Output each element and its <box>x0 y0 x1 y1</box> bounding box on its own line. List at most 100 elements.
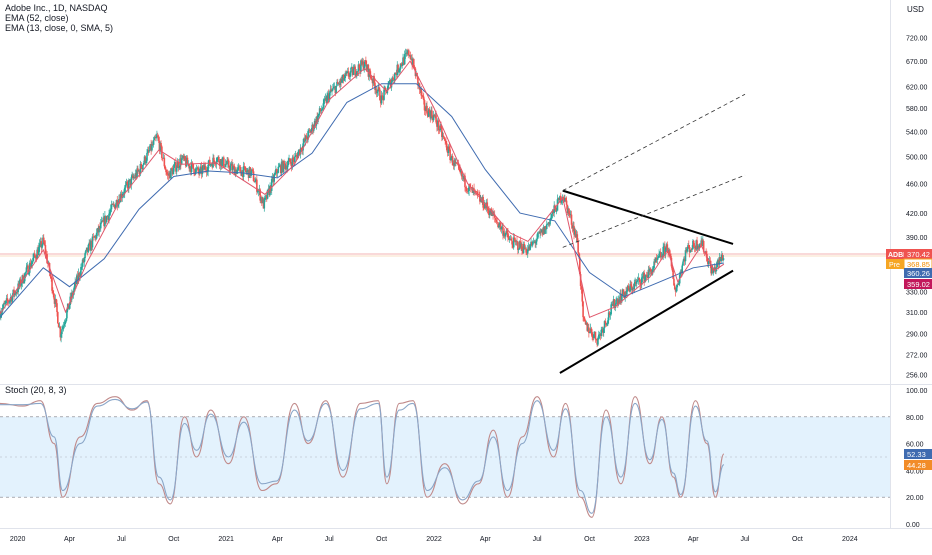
time-tick-label: 2020 <box>10 536 26 543</box>
symbol-title[interactable]: Adobe Inc., 1D, NASDAQ <box>5 3 108 13</box>
triangle-trendline[interactable] <box>562 189 734 245</box>
candle-body <box>320 110 323 112</box>
candle-body <box>578 257 581 275</box>
candle-body <box>170 168 173 170</box>
candle-body <box>214 163 217 165</box>
candle-body <box>413 67 416 69</box>
candle-body <box>43 242 46 246</box>
candle-body <box>626 290 628 295</box>
candle-body <box>391 77 394 82</box>
stoch-k-value: 52.33 <box>907 450 926 459</box>
candle-body <box>282 160 285 172</box>
price-tick-label: 720.00 <box>906 36 928 43</box>
candle-body <box>520 243 522 248</box>
triangle-trendline[interactable] <box>559 269 734 374</box>
candle-body <box>591 332 593 338</box>
candle-body <box>429 112 432 119</box>
candle-body <box>195 168 198 170</box>
ema-fast-value: 359.02 <box>907 280 930 289</box>
stoch-axis[interactable]: 100.00 80.00 60.00 40.00 20.00 0.00 <box>906 388 928 529</box>
candle-body <box>304 135 307 141</box>
candle-body <box>317 115 319 122</box>
candle-body <box>61 329 63 335</box>
candle-body <box>534 241 536 244</box>
candle-body <box>579 274 582 287</box>
candle-body <box>45 253 48 255</box>
candle-body <box>321 109 323 111</box>
candle-body <box>687 245 689 249</box>
candle-body <box>718 257 721 265</box>
candle-body <box>199 166 202 169</box>
candle-body <box>517 242 519 250</box>
candle-body <box>203 165 205 170</box>
candle-body <box>540 229 543 233</box>
candle-body <box>527 246 530 250</box>
candle-body <box>396 64 399 76</box>
ema-13-legend[interactable]: EMA (13, close, 0, SMA, 5) <box>5 23 114 33</box>
candle-body <box>260 197 262 201</box>
candle-body <box>408 50 410 56</box>
candle-body <box>692 240 694 250</box>
candle-body <box>38 243 41 248</box>
channel-dashed-line[interactable] <box>562 174 746 248</box>
candle-body <box>400 63 403 66</box>
candle-body <box>259 189 261 201</box>
time-tick-label: Apr <box>688 536 700 543</box>
candle-body <box>19 279 22 286</box>
candle-body <box>424 110 427 111</box>
candle-body <box>690 249 693 251</box>
candle-body <box>330 89 332 92</box>
pane-separator[interactable] <box>0 384 932 385</box>
candle-body <box>712 269 715 273</box>
candle-body <box>59 326 62 338</box>
candle-body <box>277 166 280 173</box>
candle-body <box>256 179 258 192</box>
candle-body <box>632 288 635 290</box>
candle-body <box>116 200 119 207</box>
candle-body <box>103 217 105 227</box>
candle-body <box>474 191 477 192</box>
candle-body <box>177 162 180 168</box>
candle-body <box>246 169 249 172</box>
price-tick-label: 540.00 <box>906 129 928 136</box>
candle-body <box>517 249 520 251</box>
candle-body <box>161 158 164 159</box>
candle-body <box>96 228 99 233</box>
candle-body <box>291 157 294 167</box>
stoch-legend[interactable]: Stoch (20, 8, 3) <box>5 385 67 395</box>
candle-body <box>269 185 271 195</box>
candle-body <box>694 247 697 250</box>
candle-body <box>364 60 366 67</box>
candle-body <box>446 143 448 151</box>
candle-body <box>662 246 664 258</box>
candle-body <box>589 328 592 333</box>
candle-body <box>287 160 290 166</box>
candle-body <box>183 155 185 159</box>
chart-legend[interactable]: Adobe Inc., 1D, NASDAQ EMA (52, close) E… <box>5 3 113 33</box>
candle-body <box>569 214 572 216</box>
candle-body <box>634 282 636 284</box>
candle-body <box>346 71 348 74</box>
currency-label: USD <box>907 5 924 14</box>
candle-body <box>61 326 64 330</box>
candle-body <box>58 326 61 328</box>
candle-body <box>507 232 509 238</box>
time-axis[interactable]: 2020 Apr Jul Oct 2021 Apr Jul Oct 2022 Apr Jul Oct 2… <box>10 536 858 543</box>
candle-body <box>33 253 35 258</box>
candle-body <box>2 303 5 309</box>
candle-body <box>370 78 373 80</box>
candle-body <box>603 321 606 329</box>
candle-body <box>499 222 502 230</box>
candle-body <box>154 137 157 139</box>
channel-dashed-line[interactable] <box>562 93 746 191</box>
candle-body <box>102 217 105 222</box>
candle-body <box>175 167 178 172</box>
stoch-title[interactable]: Stoch (20, 8, 3) <box>5 385 67 395</box>
candle-body <box>318 108 321 114</box>
candle-body <box>541 229 544 235</box>
candle-body <box>322 107 324 110</box>
candle-body <box>65 318 67 322</box>
candle-body <box>180 158 182 165</box>
ema-52-legend[interactable]: EMA (52, close) <box>5 13 69 23</box>
